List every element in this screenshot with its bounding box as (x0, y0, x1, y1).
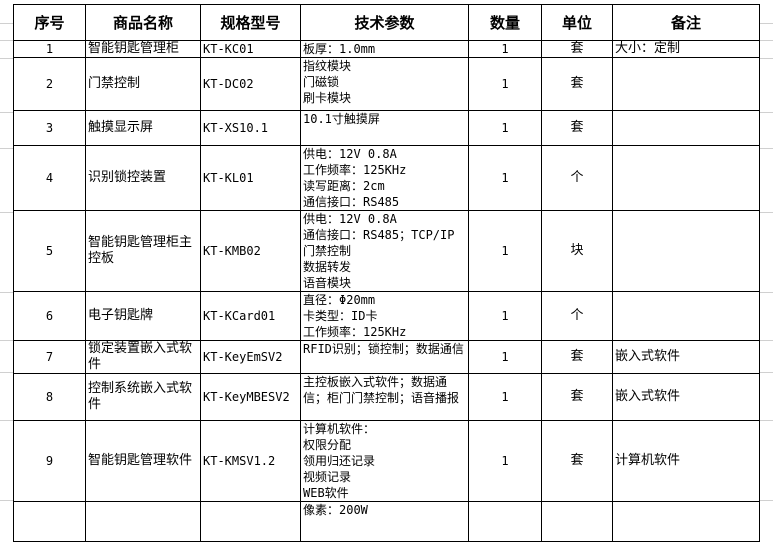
cell-name[interactable]: 门禁控制 (85, 57, 201, 111)
cell-unit[interactable]: 套 (541, 110, 613, 146)
cell-unit[interactable]: 个 (541, 145, 613, 211)
cell-unit[interactable]: 个 (541, 291, 613, 341)
cell-model[interactable]: KT-KCard01 (200, 291, 301, 341)
cell-no[interactable]: 8 (13, 373, 86, 421)
cell-spec[interactable]: RFID识别；锁控制；数据通信 (300, 340, 469, 374)
cell-spec[interactable]: 供电：12V 0.8A 工作频率：125KHz 读写距离：2cm 通信接口：RS… (300, 145, 469, 211)
cell-no[interactable] (13, 501, 86, 542)
cell-spec[interactable]: 直径：Φ20mm 卡类型：ID卡 工作频率：125KHz (300, 291, 469, 341)
cell-model[interactable]: KT-KMB02 (200, 210, 301, 292)
cell-qty[interactable] (468, 501, 542, 542)
cell-spec[interactable]: 主控板嵌入式软件；数据通信；柜门门禁控制；语音播报 (300, 373, 469, 421)
table-row: 1 智能钥匙管理柜 KT-KC01 板厚：1.0mm 1 套大小：定制 (13, 40, 760, 58)
cell-no[interactable]: 5 (13, 210, 86, 292)
cell-note[interactable]: 嵌入式软件 (612, 373, 760, 421)
cell-qty[interactable]: 1 (468, 57, 542, 111)
cell-no[interactable]: 4 (13, 145, 86, 211)
cell-spec[interactable]: 供电：12V 0.8A 通信接口：RS485；TCP/IP 门禁控制 数据转发 … (300, 210, 469, 292)
cell-spec[interactable]: 指纹模块 门磁锁 刷卡模块 (300, 57, 469, 111)
cell-note[interactable] (612, 210, 760, 292)
cell-qty[interactable]: 1 (468, 210, 542, 292)
row-header-gutter (0, 0, 13, 506)
table-row: 像素：200W (13, 501, 760, 542)
table-row: 4 识别锁控装置 KT-KL01 供电：12V 0.8A 工作频率：125KHz 读写… (13, 145, 760, 211)
cell-qty[interactable]: 1 (468, 420, 542, 502)
cell-note[interactable] (612, 501, 760, 542)
cell-no[interactable]: 9 (13, 420, 86, 502)
cell-model[interactable]: KT-KL01 (200, 145, 301, 211)
cell-spec[interactable]: 像素：200W (300, 501, 469, 542)
table-row: 6 电子钥匙牌 KT-KCard01 直径：Φ20mm 卡类型：ID卡 工作频率：12… (13, 291, 760, 341)
cell-no[interactable]: 3 (13, 110, 86, 146)
cell-name[interactable] (85, 501, 201, 542)
cell-no[interactable]: 1 (13, 40, 86, 58)
cell-no[interactable]: 6 (13, 291, 86, 341)
cell-unit[interactable]: 套 (541, 373, 613, 421)
header-qty[interactable]: 数量 (468, 4, 542, 41)
product-table: 序号 商品名称 规格型号 技术参数 数量 单位 备注 1 智能钥匙管理柜 KT-KC… (13, 4, 760, 542)
cell-unit[interactable] (541, 501, 613, 542)
cell-note[interactable] (612, 291, 760, 341)
header-no[interactable]: 序号 (13, 4, 86, 41)
cell-name[interactable]: 智能钥匙管理柜主控板 (85, 210, 201, 292)
cell-qty[interactable]: 1 (468, 110, 542, 146)
cell-unit[interactable]: 套 (541, 57, 613, 111)
cell-model[interactable]: KT-KeyMBESV2 (200, 373, 301, 421)
cell-no[interactable]: 2 (13, 57, 86, 111)
cell-model[interactable]: KT-KMSV1.2 (200, 420, 301, 502)
header-note[interactable]: 备注 (612, 4, 760, 41)
cell-qty[interactable]: 1 (468, 291, 542, 341)
cell-note[interactable] (612, 110, 760, 146)
cell-name[interactable]: 识别锁控装置 (85, 145, 201, 211)
cell-qty[interactable]: 1 (468, 373, 542, 421)
cell-unit[interactable]: 套 (541, 420, 613, 502)
cell-spec[interactable]: 板厚：1.0mm (300, 40, 469, 58)
cell-qty[interactable]: 1 (468, 40, 542, 58)
table-row: 5 智能钥匙管理柜主控板 KT-KMB02 供电：12V 0.8A 通信接口：RS48… (13, 210, 760, 292)
cell-name[interactable]: 控制系统嵌入式软件 (85, 373, 201, 421)
cell-note[interactable]: 大小：定制 (612, 40, 760, 58)
cell-note[interactable]: 计算机软件 (612, 420, 760, 502)
table-row: 2 门禁控制 KT-DC02 指纹模块 门磁锁 刷卡模块 1 套 (13, 57, 760, 111)
cell-note[interactable] (612, 145, 760, 211)
cell-note[interactable]: 嵌入式软件 (612, 340, 760, 374)
cell-model[interactable]: KT-DC02 (200, 57, 301, 111)
table-row: 9 智能钥匙管理软件 KT-KMSV1.2 计算机软件： 权限分配 领用归还记录 视频… (13, 420, 760, 502)
cell-name[interactable]: 智能钥匙管理柜 (85, 40, 201, 58)
table-row: 3 触摸显示屏 KT-XS10.1 10.1寸触摸屏 1 套 (13, 110, 760, 146)
cell-note[interactable] (612, 57, 760, 111)
right-gridlines (760, 0, 773, 506)
cell-model[interactable] (200, 501, 301, 542)
header-row: 序号 商品名称 规格型号 技术参数 数量 单位 备注 (13, 4, 760, 41)
header-model[interactable]: 规格型号 (200, 4, 301, 41)
header-name[interactable]: 商品名称 (85, 4, 201, 41)
cell-spec[interactable]: 10.1寸触摸屏 (300, 110, 469, 146)
table-row: 8 控制系统嵌入式软件 KT-KeyMBESV2 主控板嵌入式软件；数据通信；柜门门禁… (13, 373, 760, 421)
cell-spec[interactable]: 计算机软件： 权限分配 领用归还记录 视频记录 WEB软件 (300, 420, 469, 502)
cell-name[interactable]: 锁定装置嵌入式软件 (85, 340, 201, 374)
table-row: 7 锁定装置嵌入式软件 KT-KeyEmSV2 RFID识别；锁控制；数据通信 1 套嵌入… (13, 340, 760, 374)
cell-unit[interactable]: 套 (541, 340, 613, 374)
cell-name[interactable]: 触摸显示屏 (85, 110, 201, 146)
cell-model[interactable]: KT-KC01 (200, 40, 301, 58)
cell-qty[interactable]: 1 (468, 340, 542, 374)
cell-no[interactable]: 7 (13, 340, 86, 374)
cell-name[interactable]: 电子钥匙牌 (85, 291, 201, 341)
header-spec[interactable]: 技术参数 (300, 4, 469, 41)
cell-qty[interactable]: 1 (468, 145, 542, 211)
cell-unit[interactable]: 套 (541, 40, 613, 58)
cell-name[interactable]: 智能钥匙管理软件 (85, 420, 201, 502)
cell-unit[interactable]: 块 (541, 210, 613, 292)
header-unit[interactable]: 单位 (541, 4, 613, 41)
cell-model[interactable]: KT-XS10.1 (200, 110, 301, 146)
cell-model[interactable]: KT-KeyEmSV2 (200, 340, 301, 374)
